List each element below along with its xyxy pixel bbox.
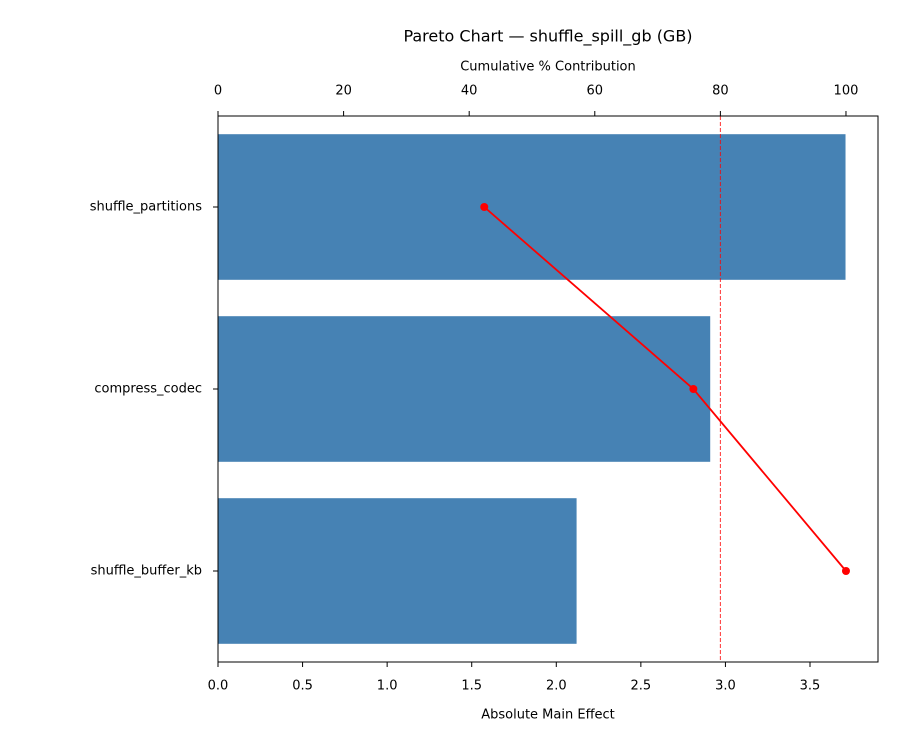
x-tick-label: 0.0 xyxy=(208,679,229,694)
cumulative-point xyxy=(480,203,489,211)
x-tick-label: 1.5 xyxy=(461,679,482,694)
bar xyxy=(218,498,577,644)
x2-tick-label: 0 xyxy=(214,84,222,99)
y-tick-label: compress_codec xyxy=(94,382,202,397)
x-tick-label: 3.5 xyxy=(800,679,821,694)
x-tick-label: 3.0 xyxy=(715,679,736,694)
bar xyxy=(218,316,711,462)
x-tick-label: 0.5 xyxy=(292,679,313,694)
x2-tick-label: 40 xyxy=(461,84,478,99)
x2-tick-label: 60 xyxy=(587,84,604,99)
bar xyxy=(218,134,846,280)
x2-tick-label: 80 xyxy=(712,84,729,99)
cumulative-point xyxy=(689,385,698,393)
x2-tick-label: 20 xyxy=(335,84,352,99)
cumulative-point xyxy=(841,567,850,575)
y-tick-label: shuffle_partitions xyxy=(90,200,202,215)
x-tick-label: 2.5 xyxy=(631,679,652,694)
x-tick-label: 2.0 xyxy=(546,679,567,694)
x-axis-label: Absolute Main Effect xyxy=(481,708,615,723)
x-tick-label: 1.0 xyxy=(377,679,398,694)
x2-tick-label: 100 xyxy=(834,84,859,99)
y-tick-label: shuffle_buffer_kb xyxy=(91,564,202,579)
x2-axis-label: Cumulative % Contribution xyxy=(460,60,636,75)
chart-title: Pareto Chart — shuffle_spill_gb (GB) xyxy=(403,27,692,47)
